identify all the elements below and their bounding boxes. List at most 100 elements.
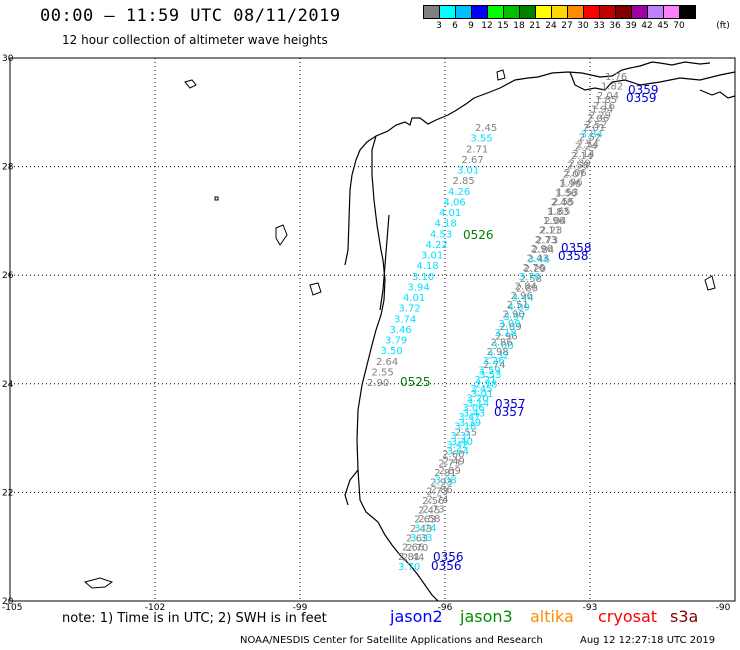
wave-height-legend: [423, 5, 696, 19]
wave-height-value: 2.96: [531, 244, 553, 255]
delta-fragment: [699, 89, 736, 99]
legend-label: 42: [641, 21, 653, 31]
wave-height-value: 2.44: [402, 552, 424, 563]
wave-height-value: 2.54: [577, 139, 599, 150]
inland-lakes: [83, 69, 716, 589]
wave-height-value: 2.49: [443, 456, 465, 467]
wave-height-value: 2.86: [430, 485, 452, 496]
wave-height-value: 1.83: [547, 207, 569, 218]
wave-height-value: 1.53: [556, 187, 578, 198]
wave-height-value: 2.96: [495, 331, 517, 342]
wave-height-value: 2.11: [539, 226, 561, 237]
wave-height-value: 2.96: [511, 291, 533, 302]
longitude-tick-label: -102: [145, 603, 165, 610]
wave-height-value: 2.60: [442, 449, 464, 460]
wave-height-value: 2.98: [486, 347, 508, 358]
lake-outline: [704, 275, 716, 291]
wave-height-value: 2.90: [503, 310, 525, 321]
wave-height-value: 1.96: [560, 178, 582, 189]
wave-height-value: 2.76: [523, 263, 545, 274]
legend-label: 45: [657, 21, 669, 31]
wave-height-value: 3.79: [385, 336, 407, 347]
wave-height-value: 4.26: [448, 187, 470, 198]
wave-height-value: 2.52: [585, 120, 607, 131]
wave-height-value: 2.14: [571, 151, 593, 162]
wave-height-value: 2.45: [475, 123, 497, 134]
wave-height-value: 1.94: [591, 104, 613, 115]
wave-height-value: 2.73: [438, 459, 460, 470]
wave-height-value: 2.74: [426, 495, 448, 506]
wave-height-value: 3.09: [499, 319, 521, 330]
wave-height-value: 2.56: [422, 496, 444, 507]
wave-height-value: 1.56: [555, 188, 577, 199]
longitude-tick-label: -93: [583, 603, 598, 610]
wave-height-value: 3.97: [504, 312, 526, 323]
wave-height-value: 2.06: [587, 114, 609, 125]
latitude-tick-label: 26: [2, 271, 14, 281]
wave-height-value: 2.89: [439, 466, 461, 477]
legend-label: 39: [625, 21, 637, 31]
wave-height-value: 2.48: [551, 198, 573, 209]
legend-label: 21: [529, 21, 541, 31]
pass-time-label: 0359: [628, 83, 659, 97]
latitude-tick-label: 28: [2, 163, 14, 173]
wave-height-value: 2.74: [483, 360, 505, 371]
wave-height-value: 3.43: [463, 408, 485, 419]
wave-height-value: 4.01: [439, 208, 461, 219]
wave-height-value: 3.47: [458, 412, 480, 423]
wave-height-value: 2.51: [507, 300, 529, 311]
legend-label: 3: [436, 21, 442, 31]
latitude-tick-label: 22: [2, 488, 13, 498]
wave-height-value: 3.84: [581, 130, 603, 141]
wave-height-value: 3.18: [454, 421, 476, 432]
wave-height-value: 2.73: [422, 504, 444, 515]
legend-swatch: [679, 5, 696, 19]
wave-height-value: 3.64: [447, 447, 469, 458]
wave-height-value: 2.04: [544, 216, 566, 227]
units-note: note: 1) Time is in UTC; 2) SWH is in fe…: [62, 611, 327, 626]
wave-height-value: 1.65: [548, 207, 570, 218]
wave-height-value: 4.06: [444, 197, 466, 208]
wave-height-value: 2.89: [499, 322, 521, 333]
map-title: 00:00 – 11:59 UTC 08/11/2019: [40, 6, 341, 26]
wave-height-value: 3.46: [528, 255, 550, 266]
wave-height-value: 3.74: [414, 524, 436, 535]
wave-height-value: 4.01: [403, 293, 425, 304]
wave-height-value: 3.50: [381, 346, 403, 357]
barrier-island: [379, 214, 390, 311]
wave-height-value: 3.06: [462, 403, 484, 414]
latitude-tick-label: 20: [2, 597, 14, 607]
wave-height-value: 2.73: [536, 235, 558, 246]
legend-label: 33: [593, 21, 605, 31]
wave-height-value: 2.14: [573, 149, 595, 160]
lake-outline: [275, 224, 288, 246]
lake-outline: [309, 282, 322, 296]
wave-height-value: 3.42: [446, 440, 468, 451]
wave-height-value: 3.01: [457, 166, 479, 177]
wave-height-value: 2.29: [589, 110, 611, 121]
wave-height-value: 3.74: [394, 314, 416, 325]
wave-height-value: 3.18: [494, 328, 516, 339]
wave-height-value: 3.46: [390, 325, 412, 336]
credit-line: NOAA/NESDIS Center for Satellite Applica…: [240, 635, 543, 646]
wave-height-value: 1.96: [543, 216, 565, 227]
wave-height-value: 1.85: [595, 95, 617, 106]
wave-height-value: 2.39: [568, 158, 590, 169]
wave-height-value: 3.53: [479, 370, 501, 381]
longitude-tick-label: -99: [293, 603, 308, 610]
legend-label: 27: [561, 21, 573, 31]
wave-height-value: 4.18: [417, 261, 439, 272]
wave-height-value: 2.63: [406, 533, 428, 544]
wave-height-value: 2.85: [453, 176, 475, 187]
wave-height-value: 2.55: [372, 367, 394, 378]
wave-height-value: 2.81: [434, 468, 456, 479]
louisiana-marsh: [569, 71, 736, 91]
satellite-tracks: 2.453.552.712.673.012.854.264.064.014.18…: [367, 72, 627, 573]
wave-height-value: 4.09: [508, 303, 530, 314]
wave-height-value: 2.04: [597, 91, 619, 102]
wave-height-value: 3.55: [471, 134, 493, 145]
wave-height-value: 1.96: [559, 179, 581, 190]
wave-height-value: 2.58: [418, 514, 440, 525]
pass-time-label: 0358: [561, 241, 592, 255]
